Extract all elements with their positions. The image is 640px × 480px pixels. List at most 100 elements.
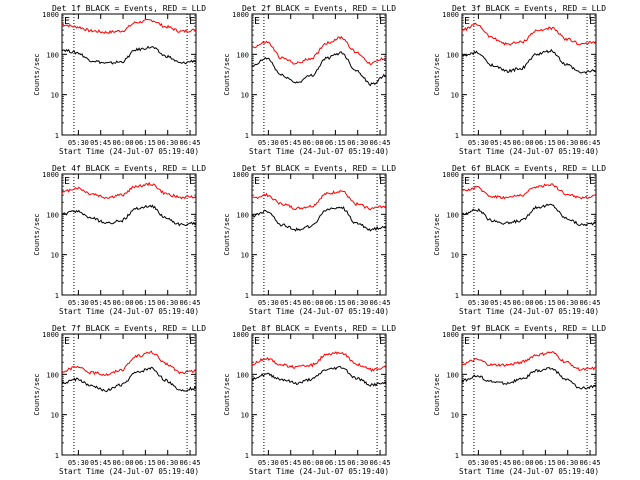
x-tick-label: 06:15 [325, 299, 346, 307]
y-tick-label: 10 [241, 92, 249, 100]
x-tick-label: 06:45 [180, 139, 201, 147]
x-axis-label: Start Time (24-Jul-07 05:19:40) [459, 147, 599, 156]
y-tick-label: 1000 [232, 331, 249, 339]
x-tick-label: 05:45 [280, 139, 301, 147]
marker-label-right: E [189, 176, 195, 187]
x-tick-label: 06:15 [135, 459, 156, 467]
x-tick-label: 05:30 [468, 299, 489, 307]
x-tick-label: 06:30 [347, 299, 368, 307]
chart-title: Det 6f BLACK = Events, RED = LLD [452, 164, 606, 173]
x-tick-label: 05:45 [90, 459, 111, 467]
plot-frame [251, 13, 387, 136]
chart-panel-1: Det 1f BLACK = Events, RED = LLD 1 10 100 10… [33, 4, 206, 156]
x-tick-label: 06:00 [113, 459, 134, 467]
series-line-events [251, 51, 387, 87]
x-tick-label: 06:00 [113, 139, 134, 147]
series-line-lld [251, 351, 387, 373]
x-tick-label: 06:00 [513, 139, 534, 147]
chart-title: Det 1f BLACK = Events, RED = LLD [52, 4, 206, 13]
x-tick-label: 05:45 [490, 299, 511, 307]
y-tick-label: 10 [241, 412, 249, 420]
y-tick-label: 1 [455, 452, 459, 460]
x-tick-label: 06:15 [135, 299, 156, 307]
y-axis-label: Counts/sec [33, 53, 41, 95]
marker-label-left: E [464, 336, 470, 347]
x-tick-label: 06:15 [535, 299, 556, 307]
marker-label-right: E [379, 16, 385, 27]
chart-panel-2: Det 2f BLACK = Events, RED = LLD 1 10 100 10… [223, 4, 396, 156]
series-line-events [461, 203, 597, 227]
marker-label-right: E [189, 336, 195, 347]
y-axis-label: Counts/sec [433, 213, 441, 255]
x-tick-label: 06:30 [347, 139, 368, 147]
x-tick-label: 05:45 [280, 299, 301, 307]
y-tick-label: 1 [55, 292, 59, 300]
plot-frame [461, 333, 597, 456]
series-line-events [61, 45, 197, 65]
marker-label-left: E [464, 176, 470, 187]
x-tick-label: 06:30 [347, 459, 368, 467]
y-tick-label: 10 [451, 92, 459, 100]
x-tick-label: 05:30 [468, 459, 489, 467]
series-line-lld [461, 22, 597, 46]
x-tick-label: 06:30 [557, 139, 578, 147]
x-tick-label: 05:30 [68, 299, 89, 307]
x-tick-label: 05:45 [90, 139, 111, 147]
chart-title: Det 7f BLACK = Events, RED = LLD [52, 324, 206, 333]
x-tick-label: 05:45 [90, 299, 111, 307]
series-line-lld [251, 189, 387, 211]
x-tick-label: 06:00 [513, 459, 534, 467]
x-tick-label: 06:45 [180, 459, 201, 467]
marker-label-right: E [379, 176, 385, 187]
series-line-events [461, 48, 597, 75]
x-tick-label: 06:00 [303, 299, 324, 307]
x-tick-label: 06:30 [157, 459, 178, 467]
y-axis-label: Counts/sec [223, 213, 231, 255]
y-axis-label: Counts/sec [33, 213, 41, 255]
x-tick-label: 05:30 [68, 459, 89, 467]
y-axis-label: Counts/sec [33, 373, 41, 415]
x-tick-label: 06:00 [303, 459, 324, 467]
y-tick-label: 1000 [42, 171, 59, 179]
x-tick-label: 06:30 [157, 139, 178, 147]
chart-title: Det 9f BLACK = Events, RED = LLD [452, 324, 606, 333]
y-tick-label: 10 [51, 92, 59, 100]
x-axis-label: Start Time (24-Jul-07 05:19:40) [249, 307, 389, 316]
y-tick-label: 100 [446, 371, 459, 379]
y-tick-label: 1000 [42, 11, 59, 19]
series-line-events [461, 366, 597, 390]
marker-label-right: E [589, 336, 595, 347]
x-axis-label: Start Time (24-Jul-07 05:19:40) [59, 467, 199, 476]
x-axis-label: Start Time (24-Jul-07 05:19:40) [59, 147, 199, 156]
y-tick-label: 1000 [42, 331, 59, 339]
y-tick-label: 1 [455, 132, 459, 140]
plot-frame [461, 173, 597, 296]
chart-title: Det 3f BLACK = Events, RED = LLD [452, 4, 606, 13]
series-line-lld [61, 350, 197, 376]
y-axis-label: Counts/sec [223, 373, 231, 415]
x-tick-label: 05:30 [468, 139, 489, 147]
x-tick-label: 06:45 [180, 299, 201, 307]
series-line-lld [61, 19, 197, 35]
y-tick-label: 100 [236, 371, 249, 379]
marker-label-left: E [64, 176, 70, 187]
chart-panel-8: Det 8f BLACK = Events, RED = LLD 1 10 100 10… [223, 324, 396, 476]
y-tick-label: 100 [46, 211, 59, 219]
chart-panel-7: Det 7f BLACK = Events, RED = LLD 1 10 100 10… [33, 324, 206, 476]
y-tick-label: 10 [51, 412, 59, 420]
x-tick-label: 05:30 [258, 459, 279, 467]
x-tick-label: 06:30 [157, 299, 178, 307]
chart-title: Det 4f BLACK = Events, RED = LLD [52, 164, 206, 173]
x-tick-label: 05:30 [258, 139, 279, 147]
marker-label-right: E [589, 176, 595, 187]
x-tick-label: 05:30 [68, 139, 89, 147]
chart-panel-4: Det 4f BLACK = Events, RED = LLD 1 10 100 10… [33, 164, 206, 316]
marker-label-left: E [254, 176, 260, 187]
y-tick-label: 100 [446, 211, 459, 219]
x-tick-label: 06:15 [535, 459, 556, 467]
x-axis-label: Start Time (24-Jul-07 05:19:40) [59, 307, 199, 316]
series-line-lld [461, 351, 596, 372]
x-tick-label: 05:45 [280, 459, 301, 467]
series-line-lld [61, 181, 197, 200]
